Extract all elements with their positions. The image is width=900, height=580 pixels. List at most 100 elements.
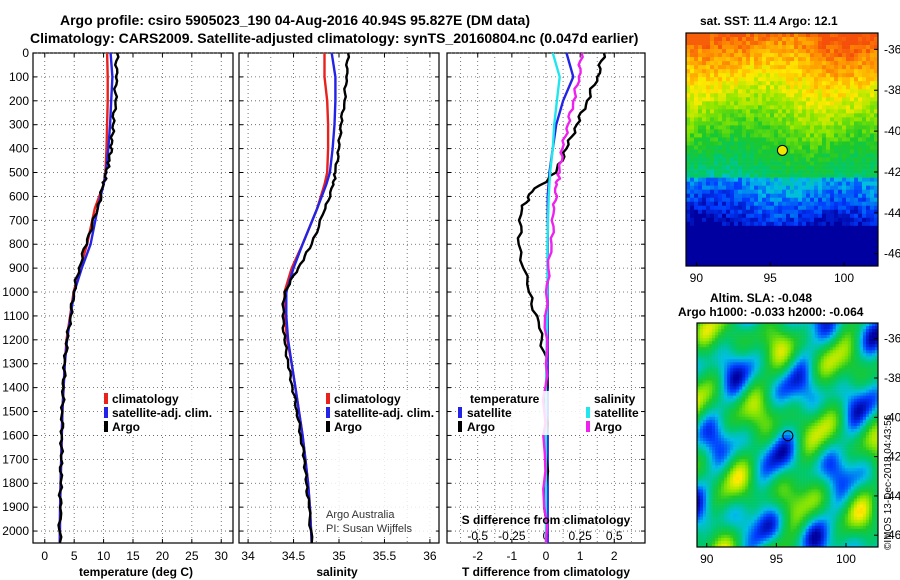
sla-cell — [700, 359, 704, 363]
sst-cell — [814, 33, 819, 38]
sst-cell — [798, 245, 803, 251]
sla-cell — [778, 392, 782, 396]
sst-cell — [742, 89, 747, 94]
sst-cell — [874, 205, 879, 211]
sst-cell — [874, 161, 879, 166]
sst-cell — [702, 97, 707, 102]
sla-cell — [748, 389, 752, 393]
sla-cell — [769, 341, 773, 345]
sst-cell — [782, 109, 787, 114]
sla-cell — [802, 398, 806, 403]
sla-cell — [760, 356, 764, 360]
sst-cell — [690, 161, 695, 166]
sla-cell — [844, 356, 849, 360]
sst-cell — [714, 221, 719, 227]
sst-cell — [874, 33, 879, 38]
sst-cell — [774, 225, 779, 231]
sst-cell — [802, 89, 807, 94]
sla-cell — [772, 386, 776, 390]
sst-cell — [722, 173, 727, 178]
sla-cell — [862, 407, 867, 412]
sst-cell — [706, 85, 711, 90]
sst-cell — [774, 37, 779, 42]
sla-cell — [820, 338, 824, 342]
sst-cell — [826, 241, 831, 247]
sst-cell — [822, 129, 827, 134]
sst-cell — [846, 217, 851, 223]
sla-cell — [793, 353, 797, 357]
sla-cell — [697, 347, 701, 351]
sst-cell — [786, 73, 791, 78]
sst-cell — [746, 173, 751, 178]
sla-cell — [799, 338, 803, 342]
sst-cell — [786, 141, 791, 146]
sla-cell — [766, 347, 770, 351]
sla-cell — [796, 350, 800, 354]
sla-cell — [745, 413, 749, 418]
sst-cell — [710, 249, 715, 255]
sst-cell — [846, 97, 851, 102]
sla-cell — [730, 389, 734, 393]
sla-cell — [802, 386, 806, 390]
sla-cell — [865, 410, 870, 415]
sst-cell — [814, 189, 819, 194]
sla-cell — [856, 371, 861, 375]
sst-cell — [734, 77, 739, 82]
sla-cell — [844, 359, 849, 363]
sla-cell — [763, 347, 767, 351]
sst-cell — [718, 97, 723, 102]
sst-cell — [766, 205, 771, 211]
sla-cell — [778, 359, 782, 363]
sla-cell — [802, 371, 806, 375]
sla-cell — [703, 350, 707, 354]
sla-cell — [808, 413, 812, 418]
sla-cell — [823, 332, 828, 336]
sst-cell — [726, 65, 731, 70]
sst-cell — [862, 53, 867, 58]
sst-cell — [726, 81, 731, 86]
sst-cell — [742, 129, 747, 134]
sst-cell — [698, 217, 703, 223]
sst-cell — [790, 49, 795, 54]
sla-cell — [844, 350, 849, 354]
sla-cell — [751, 386, 755, 390]
sst-cell — [834, 237, 839, 243]
sst-cell — [870, 169, 875, 174]
sla-cell — [763, 398, 767, 403]
sst-cell — [874, 233, 879, 239]
sla-cell — [727, 326, 731, 330]
sst-cell — [850, 189, 855, 194]
sst-cell — [810, 145, 815, 150]
sst-cell — [726, 217, 731, 223]
sst-cell — [750, 125, 755, 130]
sla-cell — [787, 359, 791, 363]
sst-cell — [750, 113, 755, 118]
sst-cell — [794, 153, 799, 158]
sst-cell — [838, 57, 843, 62]
sla-cell — [736, 392, 740, 396]
sst-cell — [826, 189, 831, 194]
sla-cell — [709, 347, 713, 351]
sla-cell — [778, 368, 782, 372]
sst-cell — [794, 181, 799, 186]
sst-cell — [762, 49, 767, 54]
sla-cell — [715, 341, 719, 345]
sst-cell — [870, 41, 875, 46]
sst-cell — [814, 113, 819, 118]
sst-cell — [774, 169, 779, 174]
sst-cell — [730, 61, 735, 66]
sst-cell — [746, 137, 751, 142]
sla-cell — [706, 392, 710, 396]
sst-cell — [738, 109, 743, 114]
sla-cell — [778, 329, 782, 333]
sla-cell — [775, 323, 779, 327]
sla-cell — [712, 380, 716, 384]
sst-cell — [690, 169, 695, 174]
sla-cell — [727, 335, 731, 339]
temperature-panel: 0100200300400500600700800900100011001200… — [2, 46, 234, 563]
sst-cell — [758, 93, 763, 98]
sla-cell — [766, 374, 770, 378]
sla-cell — [748, 326, 752, 330]
sst-cell — [830, 141, 835, 146]
